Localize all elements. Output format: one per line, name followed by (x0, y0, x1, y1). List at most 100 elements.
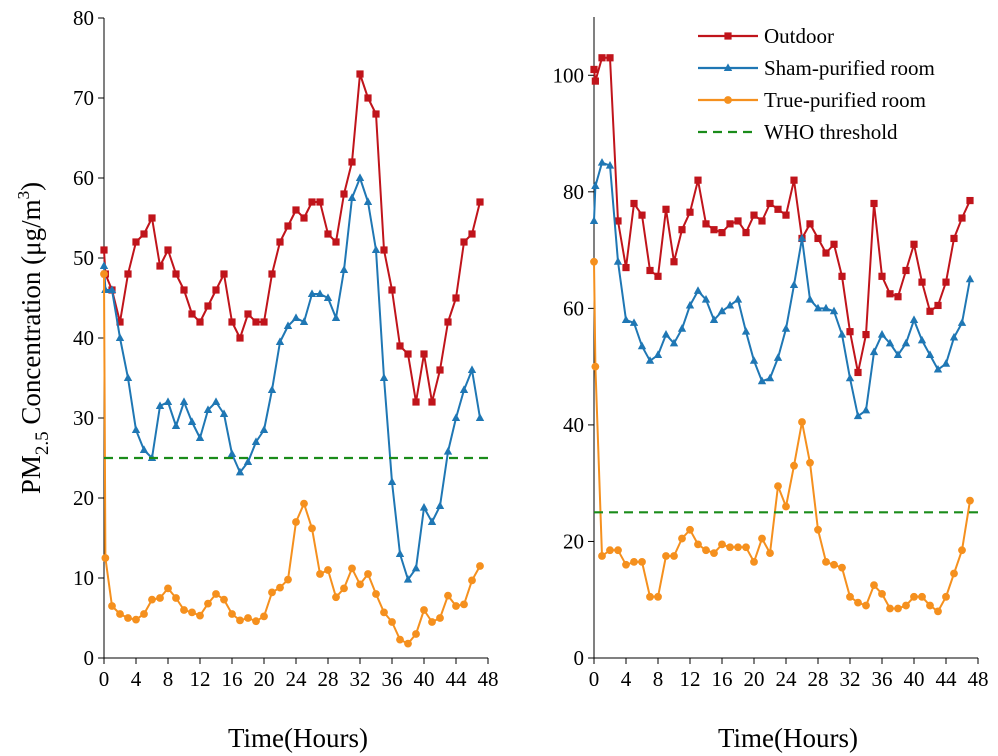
legend-label: True-purified room (764, 88, 926, 112)
data-point (148, 595, 156, 604)
data-point (444, 591, 452, 600)
data-point (220, 595, 228, 604)
legend-item: WHO threshold (698, 120, 898, 144)
data-point (894, 604, 902, 613)
data-point (340, 584, 348, 593)
data-point (452, 602, 460, 610)
data-point (677, 324, 687, 332)
data-point (694, 176, 702, 184)
data-point (155, 401, 165, 409)
data-point (966, 196, 974, 205)
data-point (894, 293, 902, 301)
data-point (123, 373, 133, 381)
data-point (459, 385, 469, 393)
x-tick-label: 32 (350, 667, 371, 691)
data-point (363, 197, 373, 205)
data-point (251, 437, 261, 445)
data-point (164, 246, 172, 254)
data-point (877, 329, 887, 338)
data-point (957, 318, 967, 326)
data-point (910, 240, 918, 248)
data-point (308, 198, 316, 206)
data-point (926, 601, 934, 610)
data-point (460, 600, 468, 609)
data-point (965, 274, 975, 283)
data-point (702, 220, 710, 228)
data-point (435, 501, 445, 509)
data-point (718, 229, 726, 237)
y-tick-label: 20 (563, 529, 584, 553)
data-point (902, 266, 910, 275)
legend-label: Outdoor (764, 24, 834, 48)
data-point (605, 160, 615, 169)
series-line (593, 161, 971, 418)
data-point (958, 214, 966, 222)
y-tick-label: 0 (84, 646, 95, 670)
data-point (372, 110, 380, 118)
data-point (758, 534, 766, 543)
data-point (591, 181, 600, 189)
data-point (591, 77, 599, 85)
data-point (116, 610, 124, 618)
data-point (180, 606, 188, 614)
data-point (468, 576, 476, 585)
data-point (244, 310, 252, 318)
data-point (268, 270, 276, 278)
data-point (140, 610, 148, 618)
data-point (749, 356, 759, 364)
data-point (323, 293, 333, 301)
series-sham-purified-room (99, 173, 485, 583)
data-point (100, 246, 108, 254)
data-point (661, 329, 671, 338)
data-point (814, 234, 822, 243)
legend: Outdoor Sham-purified room True-purified r… (698, 24, 935, 144)
data-point (292, 206, 300, 214)
legend-label: WHO threshold (764, 120, 898, 144)
data-point (773, 353, 783, 361)
data-point (742, 543, 750, 552)
data-point (966, 496, 974, 505)
data-point (670, 552, 678, 560)
data-point (275, 337, 285, 345)
x-tick-label: 28 (318, 667, 339, 691)
data-point (355, 173, 365, 181)
data-point (678, 226, 686, 234)
data-point (702, 546, 710, 555)
data-point (646, 592, 654, 601)
x-tick-label: 40 (414, 667, 435, 691)
data-point (597, 158, 607, 166)
data-point (846, 328, 854, 336)
x-tick-label: 12 (680, 667, 701, 691)
x-tick-label: 12 (190, 667, 211, 691)
data-point (662, 205, 670, 213)
y-tick-label: 30 (73, 406, 94, 430)
x-tick-label: 20 (254, 667, 275, 691)
data-point (235, 467, 245, 476)
x-tick-label: 24 (286, 667, 308, 691)
data-point (845, 373, 855, 382)
data-point (862, 330, 870, 339)
data-point (806, 220, 814, 228)
data-point (412, 398, 420, 406)
x-tick-label: 40 (904, 667, 925, 691)
data-point (918, 278, 926, 286)
x-tick-label: 20 (744, 667, 765, 691)
data-point (822, 557, 830, 566)
data-point (870, 199, 878, 208)
data-point (878, 590, 886, 598)
data-point (243, 457, 253, 465)
y-tick-label: 20 (73, 486, 94, 510)
data-point (910, 592, 918, 601)
legend-item: Sham-purified room (698, 56, 935, 80)
data-point (196, 611, 204, 620)
data-point (638, 211, 646, 219)
data-point (316, 570, 324, 578)
legend-marker (724, 32, 732, 40)
data-point (901, 338, 911, 347)
data-point (156, 262, 164, 270)
data-point (187, 417, 197, 425)
data-point (790, 461, 798, 470)
data-point (356, 70, 364, 78)
